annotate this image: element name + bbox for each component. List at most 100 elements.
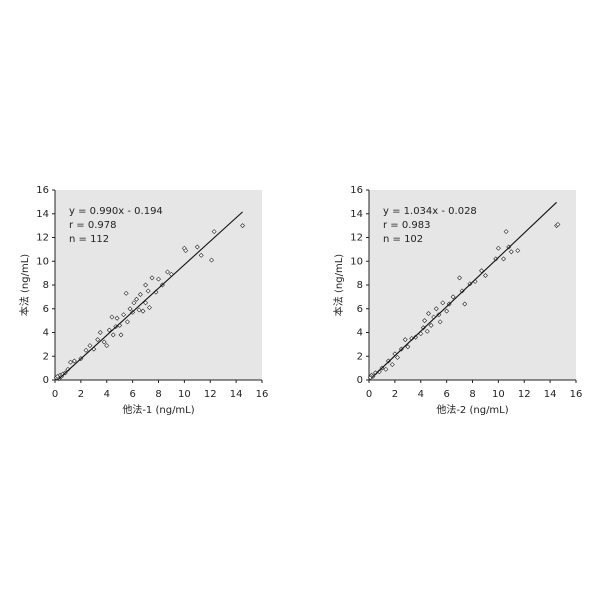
- point: [110, 332, 116, 338]
- x-tick-label: 2: [392, 389, 398, 400]
- point: [68, 359, 74, 365]
- point: [450, 294, 456, 300]
- point: [136, 307, 142, 313]
- point: [149, 275, 155, 281]
- point: [127, 306, 133, 312]
- point: [503, 229, 509, 235]
- point: [146, 305, 152, 311]
- point: [104, 343, 110, 349]
- point: [211, 229, 217, 235]
- point: [428, 322, 434, 328]
- y-tick-label: 12: [350, 233, 363, 244]
- plot-area: [55, 190, 262, 380]
- point: [97, 330, 103, 335]
- point: [402, 337, 408, 343]
- point: [457, 275, 463, 281]
- point: [165, 269, 171, 275]
- x-tick-label: 12: [204, 389, 217, 400]
- point: [383, 366, 389, 372]
- x-tick-label: 8: [155, 389, 161, 400]
- x-axis-label: 他法-2 (ng/mL): [436, 403, 508, 416]
- point: [413, 334, 419, 340]
- y-axis-label: 本法 (ng/mL): [332, 254, 345, 316]
- point: [118, 332, 124, 338]
- x-tick-label: 14: [544, 389, 557, 400]
- point: [124, 319, 130, 325]
- point: [389, 362, 395, 368]
- y-tick-label: 8: [43, 280, 49, 291]
- point: [95, 337, 101, 343]
- point: [71, 358, 77, 364]
- y-tick-label: 2: [357, 351, 363, 362]
- point: [114, 315, 120, 321]
- x-tick-label: 6: [129, 389, 135, 400]
- x-tick-label: 6: [443, 389, 449, 400]
- y-tick-label: 14: [36, 209, 49, 220]
- x-tick-label: 2: [78, 389, 84, 400]
- x-tick-label: 4: [104, 389, 110, 400]
- x-tick-label: 14: [230, 389, 243, 400]
- y-tick-label: 8: [357, 280, 363, 291]
- annotation: n = 112: [69, 234, 109, 245]
- point: [134, 296, 140, 302]
- point: [83, 347, 89, 353]
- x-axis-label: 他法-1 (ng/mL): [122, 403, 194, 416]
- x-tick-label: 0: [52, 389, 58, 400]
- x-tick-label: 16: [570, 389, 583, 400]
- annotation: y = 1.034x - 0.028: [383, 206, 477, 217]
- point: [501, 256, 507, 262]
- point: [515, 248, 521, 254]
- y-tick-label: 10: [36, 256, 49, 267]
- annotation: r = 0.978: [69, 220, 116, 231]
- point: [194, 244, 200, 250]
- point: [426, 311, 432, 316]
- point: [123, 290, 129, 296]
- y-axis-label: 本法 (ng/mL): [18, 254, 31, 316]
- x-tick-label: 10: [178, 389, 191, 400]
- point: [198, 252, 204, 258]
- y-tick-label: 2: [43, 351, 49, 362]
- point: [145, 288, 151, 294]
- y-tick-label: 4: [357, 328, 363, 339]
- x-tick-label: 0: [366, 389, 372, 400]
- point: [109, 314, 115, 320]
- point: [555, 221, 561, 227]
- point: [87, 343, 93, 349]
- point: [240, 223, 246, 229]
- point: [140, 308, 146, 314]
- y-tick-label: 16: [350, 185, 363, 196]
- point: [394, 354, 400, 360]
- point: [444, 308, 450, 314]
- annotation: n = 102: [383, 234, 423, 245]
- point: [437, 319, 443, 325]
- y-tick-label: 12: [36, 233, 49, 244]
- point: [143, 282, 149, 288]
- point: [422, 318, 428, 324]
- x-tick-label: 4: [418, 389, 424, 400]
- point: [106, 327, 112, 333]
- point: [405, 344, 411, 350]
- point: [183, 248, 189, 254]
- point: [121, 312, 127, 318]
- y-tick-label: 6: [357, 304, 363, 315]
- y-tick-label: 4: [43, 328, 49, 339]
- point: [131, 300, 137, 306]
- x-tick-label: 12: [518, 389, 531, 400]
- annotation: y = 0.990x - 0.194: [69, 206, 163, 217]
- point: [508, 249, 514, 255]
- point: [143, 300, 149, 306]
- point: [101, 339, 107, 345]
- point: [440, 300, 446, 306]
- point: [209, 257, 215, 263]
- point: [482, 273, 488, 278]
- y-tick-label: 6: [43, 304, 49, 315]
- point: [495, 245, 501, 251]
- point: [462, 301, 468, 307]
- point: [424, 328, 430, 334]
- y-tick-label: 10: [350, 256, 363, 267]
- point: [433, 306, 439, 312]
- x-tick-label: 8: [469, 389, 475, 400]
- x-tick-label: 10: [492, 389, 505, 400]
- y-tick-label: 16: [36, 185, 49, 196]
